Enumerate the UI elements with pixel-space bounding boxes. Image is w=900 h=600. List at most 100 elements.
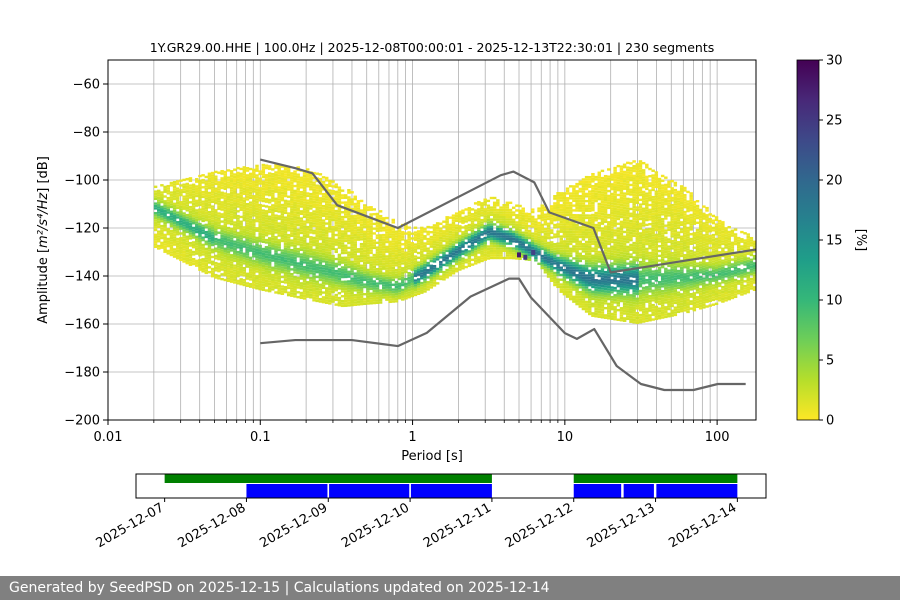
heatmap-cell (588, 257, 592, 260)
heatmap-cell (553, 211, 557, 215)
heatmap-cell (588, 180, 592, 184)
heatmap-cell (261, 180, 266, 184)
heatmap-cell (556, 211, 560, 214)
heatmap-cell (597, 303, 602, 306)
heatmap-cell (486, 238, 491, 241)
heatmap-cell (318, 223, 323, 226)
heatmap-cell (261, 269, 266, 272)
heatmap-cell (280, 174, 285, 178)
heatmap-cell (258, 247, 262, 250)
heatmap-cell (226, 234, 231, 237)
heatmap-cell (305, 213, 310, 217)
heatmap-cell (245, 277, 250, 280)
heatmap-cell (600, 287, 605, 290)
heatmap-cell (280, 218, 285, 221)
heatmap-cell (584, 286, 589, 289)
heatmap-cell (378, 234, 383, 237)
heatmap-cell (309, 293, 313, 297)
heatmap-cell (223, 216, 228, 219)
heatmap-cell (290, 244, 294, 247)
heatmap-cell (530, 237, 535, 240)
heatmap-cell (420, 262, 424, 266)
heatmap-cell (499, 218, 503, 221)
heatmap-cell (562, 268, 567, 272)
heatmap-cell (220, 261, 224, 264)
heatmap-cell (239, 230, 243, 233)
heatmap-cell (530, 244, 535, 247)
heatmap-cell (391, 278, 396, 282)
heatmap-cell (366, 275, 370, 279)
heatmap-cell (505, 211, 510, 214)
heatmap-cell (353, 243, 357, 246)
heatmap-cell (454, 229, 459, 232)
heatmap-cell (229, 232, 234, 235)
heatmap-cell (511, 252, 516, 255)
heatmap-cell (318, 233, 323, 236)
heatmap-cell (521, 241, 525, 244)
heatmap-cell (584, 204, 589, 208)
heatmap-cell (347, 246, 351, 250)
heatmap-cell (312, 198, 316, 201)
heatmap-cell (543, 251, 548, 255)
heatmap-cell (416, 251, 421, 255)
heatmap-cell (550, 219, 554, 222)
heatmap-cell (591, 240, 595, 243)
heatmap-cell (565, 249, 570, 253)
heatmap-cell (239, 237, 243, 240)
heatmap-cell (597, 293, 602, 297)
heatmap-cell (584, 276, 589, 280)
heatmap-cell (448, 250, 453, 253)
heatmap-cell (309, 255, 313, 258)
heatmap-cell (302, 282, 307, 286)
heatmap-cell (553, 216, 557, 220)
heatmap-cell (185, 189, 189, 193)
heatmap-cell (575, 262, 579, 265)
heatmap-cell (302, 227, 307, 231)
heatmap-cell (195, 199, 199, 203)
heatmap-cell (248, 230, 253, 233)
heatmap-cell (305, 192, 310, 195)
heatmap-cell (191, 200, 196, 203)
heatmap-cell (388, 291, 392, 294)
heatmap-cell (324, 282, 329, 285)
heatmap-cell (318, 278, 323, 282)
heatmap-cell (223, 238, 228, 241)
heatmap-cell (559, 220, 563, 224)
heatmap-cell (290, 193, 294, 197)
heatmap-cell (315, 218, 319, 221)
heatmap-cell (305, 259, 310, 262)
heatmap-cell (496, 213, 500, 216)
heatmap-cell (556, 208, 560, 212)
heatmap-cell (277, 200, 281, 204)
heatmap-cell (157, 201, 161, 205)
heatmap-cell (435, 229, 440, 232)
heatmap-cell (315, 172, 319, 175)
heatmap-cell (248, 239, 253, 243)
heatmap-cell (261, 264, 266, 268)
heatmap-cell (321, 252, 326, 256)
heatmap-cell (220, 193, 224, 197)
heatmap-cell (597, 185, 602, 189)
heatmap-cell (176, 228, 180, 231)
heatmap-cell (188, 205, 193, 209)
heatmap-cell (378, 291, 383, 295)
heatmap-cell (337, 246, 342, 249)
heatmap-cell (378, 301, 383, 304)
heatmap-cell (334, 229, 338, 232)
heatmap-cell (407, 274, 411, 277)
heatmap-cell (176, 211, 180, 214)
heatmap-cell (546, 256, 551, 259)
heatmap-cell (299, 176, 304, 179)
heatmap-cell (575, 235, 579, 239)
heatmap-cell (385, 264, 389, 268)
heatmap-cell (153, 197, 158, 201)
heatmap-cell (188, 189, 193, 192)
heatmap-cell (305, 173, 310, 176)
heatmap-cell (153, 202, 158, 205)
heatmap-cell (255, 207, 259, 211)
heatmap-cell (486, 230, 491, 234)
heatmap-cell (594, 240, 598, 244)
heatmap-cell (382, 236, 386, 239)
heatmap-cell (575, 194, 579, 198)
heatmap-cell (252, 264, 256, 268)
